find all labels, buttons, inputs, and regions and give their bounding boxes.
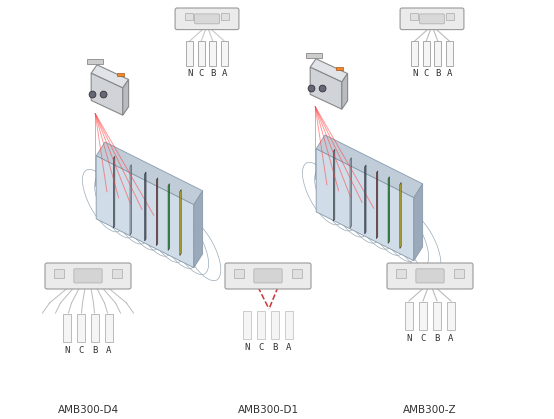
Bar <box>243 311 251 339</box>
Polygon shape <box>130 165 131 235</box>
Bar <box>117 73 124 76</box>
Bar <box>77 314 85 342</box>
Bar <box>434 41 441 65</box>
Circle shape <box>319 85 326 92</box>
Text: C: C <box>78 346 84 355</box>
Bar <box>198 41 205 65</box>
FancyBboxPatch shape <box>419 14 444 24</box>
Polygon shape <box>310 59 347 82</box>
Polygon shape <box>145 172 146 241</box>
Polygon shape <box>316 135 423 198</box>
Text: N: N <box>244 343 250 352</box>
Polygon shape <box>414 184 423 261</box>
Bar <box>454 269 464 278</box>
Polygon shape <box>91 65 129 88</box>
Polygon shape <box>194 191 203 268</box>
Text: N: N <box>64 346 70 355</box>
Bar <box>234 269 244 278</box>
Bar <box>63 314 71 342</box>
Polygon shape <box>365 165 366 234</box>
FancyBboxPatch shape <box>74 269 102 283</box>
Bar <box>285 311 293 339</box>
Text: B: B <box>434 334 440 343</box>
Text: A: A <box>222 69 227 78</box>
Text: C: C <box>198 69 204 78</box>
Text: N: N <box>412 69 418 78</box>
Bar <box>91 314 99 342</box>
Polygon shape <box>342 74 347 109</box>
Bar <box>423 41 430 65</box>
Polygon shape <box>350 158 351 228</box>
Text: A: A <box>447 69 452 78</box>
Text: AMB300-D1: AMB300-D1 <box>238 405 299 415</box>
Bar <box>112 269 122 278</box>
Text: C: C <box>258 343 264 352</box>
FancyBboxPatch shape <box>387 263 473 289</box>
Text: N: N <box>406 334 412 343</box>
Bar <box>88 59 104 64</box>
Bar <box>445 13 454 20</box>
Polygon shape <box>96 156 194 268</box>
Bar <box>411 41 418 65</box>
Polygon shape <box>376 171 378 239</box>
Text: C: C <box>424 69 429 78</box>
Polygon shape <box>310 67 342 109</box>
Circle shape <box>89 91 96 98</box>
Circle shape <box>308 85 315 92</box>
FancyBboxPatch shape <box>45 263 131 289</box>
Polygon shape <box>180 189 181 256</box>
FancyBboxPatch shape <box>400 8 464 30</box>
Text: A: A <box>286 343 292 352</box>
Bar <box>396 269 406 278</box>
Polygon shape <box>334 149 335 221</box>
Bar <box>447 302 455 330</box>
FancyBboxPatch shape <box>175 8 239 30</box>
Polygon shape <box>96 142 203 205</box>
Bar <box>433 302 441 330</box>
Bar <box>405 302 413 330</box>
Polygon shape <box>114 156 115 228</box>
Bar <box>220 13 229 20</box>
Text: B: B <box>93 346 98 355</box>
Circle shape <box>100 91 107 98</box>
Text: B: B <box>273 343 278 352</box>
Text: C: C <box>420 334 425 343</box>
FancyBboxPatch shape <box>194 14 219 24</box>
Polygon shape <box>400 183 401 248</box>
Bar <box>186 41 193 65</box>
Text: AMB300-D4: AMB300-D4 <box>58 405 119 415</box>
Bar <box>409 13 418 20</box>
Bar <box>306 52 322 57</box>
Polygon shape <box>316 149 414 261</box>
Bar <box>419 302 427 330</box>
Bar <box>292 269 302 278</box>
Polygon shape <box>123 80 129 115</box>
Bar <box>54 269 64 278</box>
FancyBboxPatch shape <box>254 269 282 283</box>
Text: A: A <box>448 334 454 343</box>
Text: AMB300-Z: AMB300-Z <box>403 405 457 415</box>
Polygon shape <box>91 73 123 115</box>
Text: B: B <box>210 69 216 78</box>
FancyBboxPatch shape <box>416 269 444 283</box>
Bar <box>271 311 279 339</box>
Bar <box>209 41 216 65</box>
Bar <box>336 67 342 70</box>
Bar <box>105 314 113 342</box>
Polygon shape <box>168 184 170 251</box>
Text: N: N <box>187 69 193 78</box>
Bar <box>257 311 265 339</box>
Bar <box>220 41 228 65</box>
Bar <box>184 13 193 20</box>
Text: A: A <box>106 346 112 355</box>
Text: B: B <box>435 69 440 78</box>
FancyBboxPatch shape <box>225 263 311 289</box>
Polygon shape <box>388 177 389 243</box>
Polygon shape <box>156 178 158 246</box>
Bar <box>445 41 453 65</box>
